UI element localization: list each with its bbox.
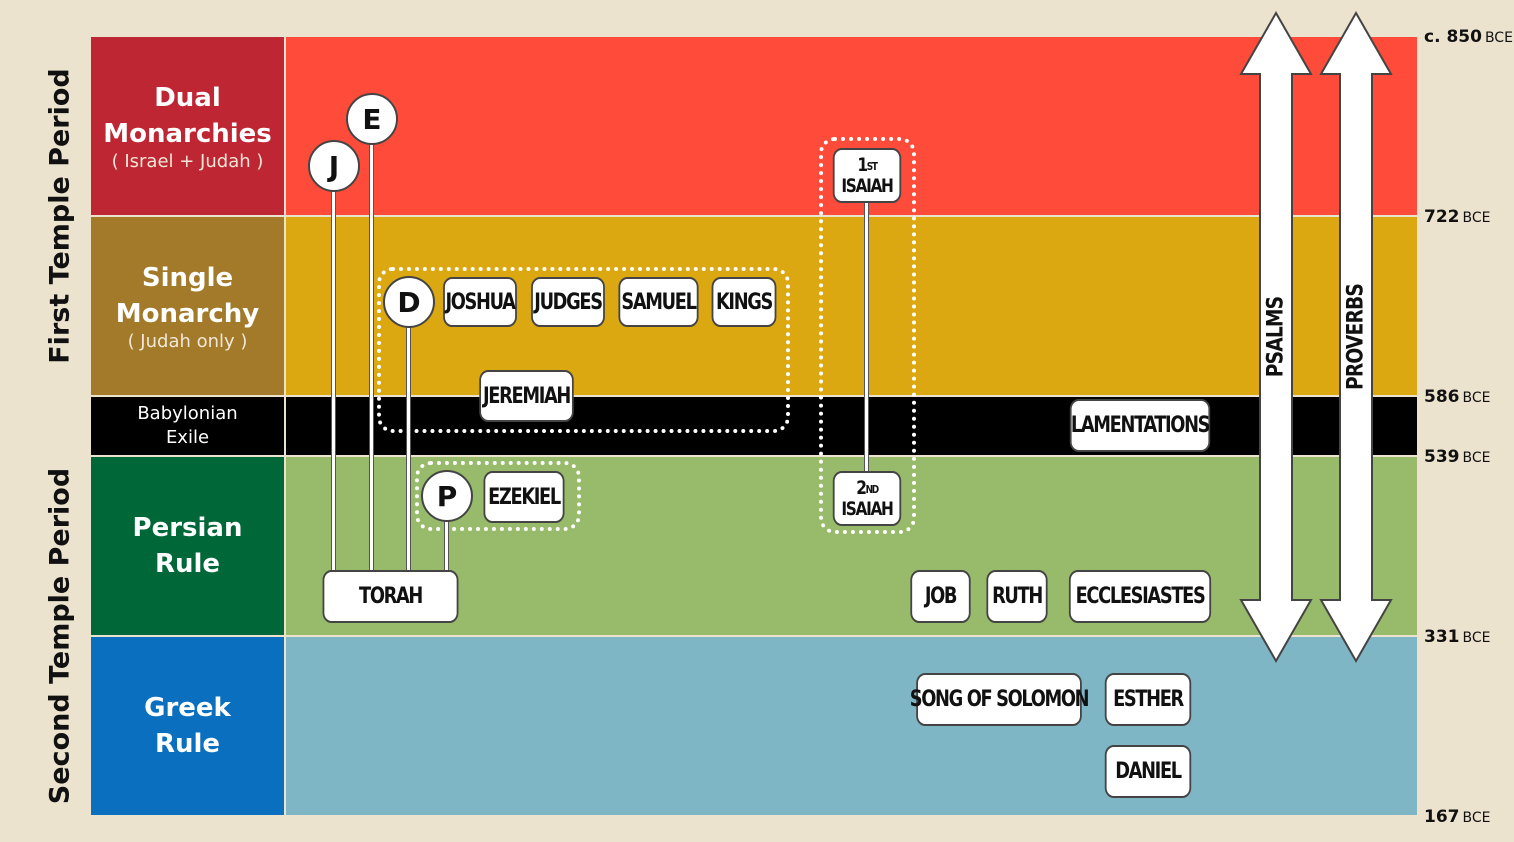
- book-torah: TORAH: [322, 570, 459, 623]
- era-subtitle: ( Israel + Judah ): [111, 151, 264, 172]
- date-label: c. 850 BCE: [1424, 27, 1513, 47]
- isaiah-connector-line: [864, 200, 869, 476]
- era-persian-rule: Persian Rule: [91, 457, 284, 635]
- era-greek-rule: Greek Rule: [91, 637, 284, 815]
- date-label: 167 BCE: [1424, 807, 1491, 827]
- book-joshua: JOSHUA: [443, 277, 517, 327]
- priestly-group: [415, 461, 581, 531]
- book-samuel: SAMUEL: [618, 277, 699, 327]
- psalms-label: PSALMS: [1263, 296, 1289, 378]
- era-name: Rule: [154, 729, 221, 759]
- p-connector-line: [444, 520, 449, 575]
- book-esther: ESTHER: [1104, 673, 1192, 726]
- book-second-isaiah: 2ND ISAIAH: [832, 471, 902, 526]
- book-lamentations: LAMENTATIONS: [1069, 399, 1210, 452]
- book-judges: JUDGES: [531, 277, 605, 327]
- proverbs-label: PROVERBS: [1343, 283, 1369, 391]
- era-babylonian-exile: Babylonian Exile: [91, 397, 284, 455]
- book-ezekiel: EZEKIEL: [483, 471, 565, 523]
- date-label: 539 BCE: [1424, 447, 1491, 467]
- era-subtitle: ( Judah only ): [127, 331, 248, 352]
- book-jeremiah: JEREMIAH: [479, 370, 574, 422]
- era-name: Exile: [165, 427, 210, 448]
- source-j-circle: J: [308, 140, 360, 192]
- source-e-circle: E: [346, 93, 398, 145]
- source-d-circle: D: [383, 276, 435, 328]
- era-name: Monarchy: [115, 299, 260, 329]
- second-temple-period-label: Second Temple Period: [44, 467, 76, 805]
- e-connector-line: [369, 144, 374, 575]
- date-label: 331 BCE: [1424, 627, 1491, 647]
- first-temple-period-label: First Temple Period: [44, 68, 76, 364]
- book-ruth: RUTH: [986, 570, 1048, 623]
- isaiah-group: [819, 137, 916, 534]
- date-label: 586 BCE: [1424, 387, 1491, 407]
- book-song-of-solomon: SONG OF SOLOMON: [910, 673, 1090, 726]
- j-connector-line: [331, 190, 336, 575]
- d-connector-line: [406, 326, 411, 575]
- era-name: Persian: [132, 513, 243, 543]
- era-name: Babylonian: [137, 403, 238, 424]
- era-name: Dual: [154, 83, 221, 113]
- band-babylonian-exile: [286, 397, 1417, 455]
- era-name: Monarchies: [103, 119, 272, 149]
- source-p-circle: P: [421, 470, 473, 522]
- deuteronomistic-group: [377, 267, 790, 433]
- era-single-monarchy: Single Monarchy ( Judah only ): [91, 217, 284, 395]
- era-name: Rule: [154, 549, 221, 579]
- era-name: Single: [141, 263, 234, 293]
- book-kings: KINGS: [711, 277, 777, 327]
- psalms-arrow-icon: [1239, 10, 1313, 664]
- band-greek-rule: [286, 637, 1417, 815]
- date-label: 722 BCE: [1424, 207, 1491, 227]
- book-daniel: DANIEL: [1104, 745, 1192, 798]
- book-first-isaiah: 1ST ISAIAH: [832, 148, 902, 203]
- book-job: JOB: [910, 570, 971, 623]
- book-ecclesiastes: ECCLESIASTES: [1068, 570, 1212, 623]
- proverbs-arrow-icon: [1319, 10, 1393, 664]
- era-dual-monarchies: Dual Monarchies ( Israel + Judah ): [91, 37, 284, 215]
- era-name: Greek: [144, 693, 231, 723]
